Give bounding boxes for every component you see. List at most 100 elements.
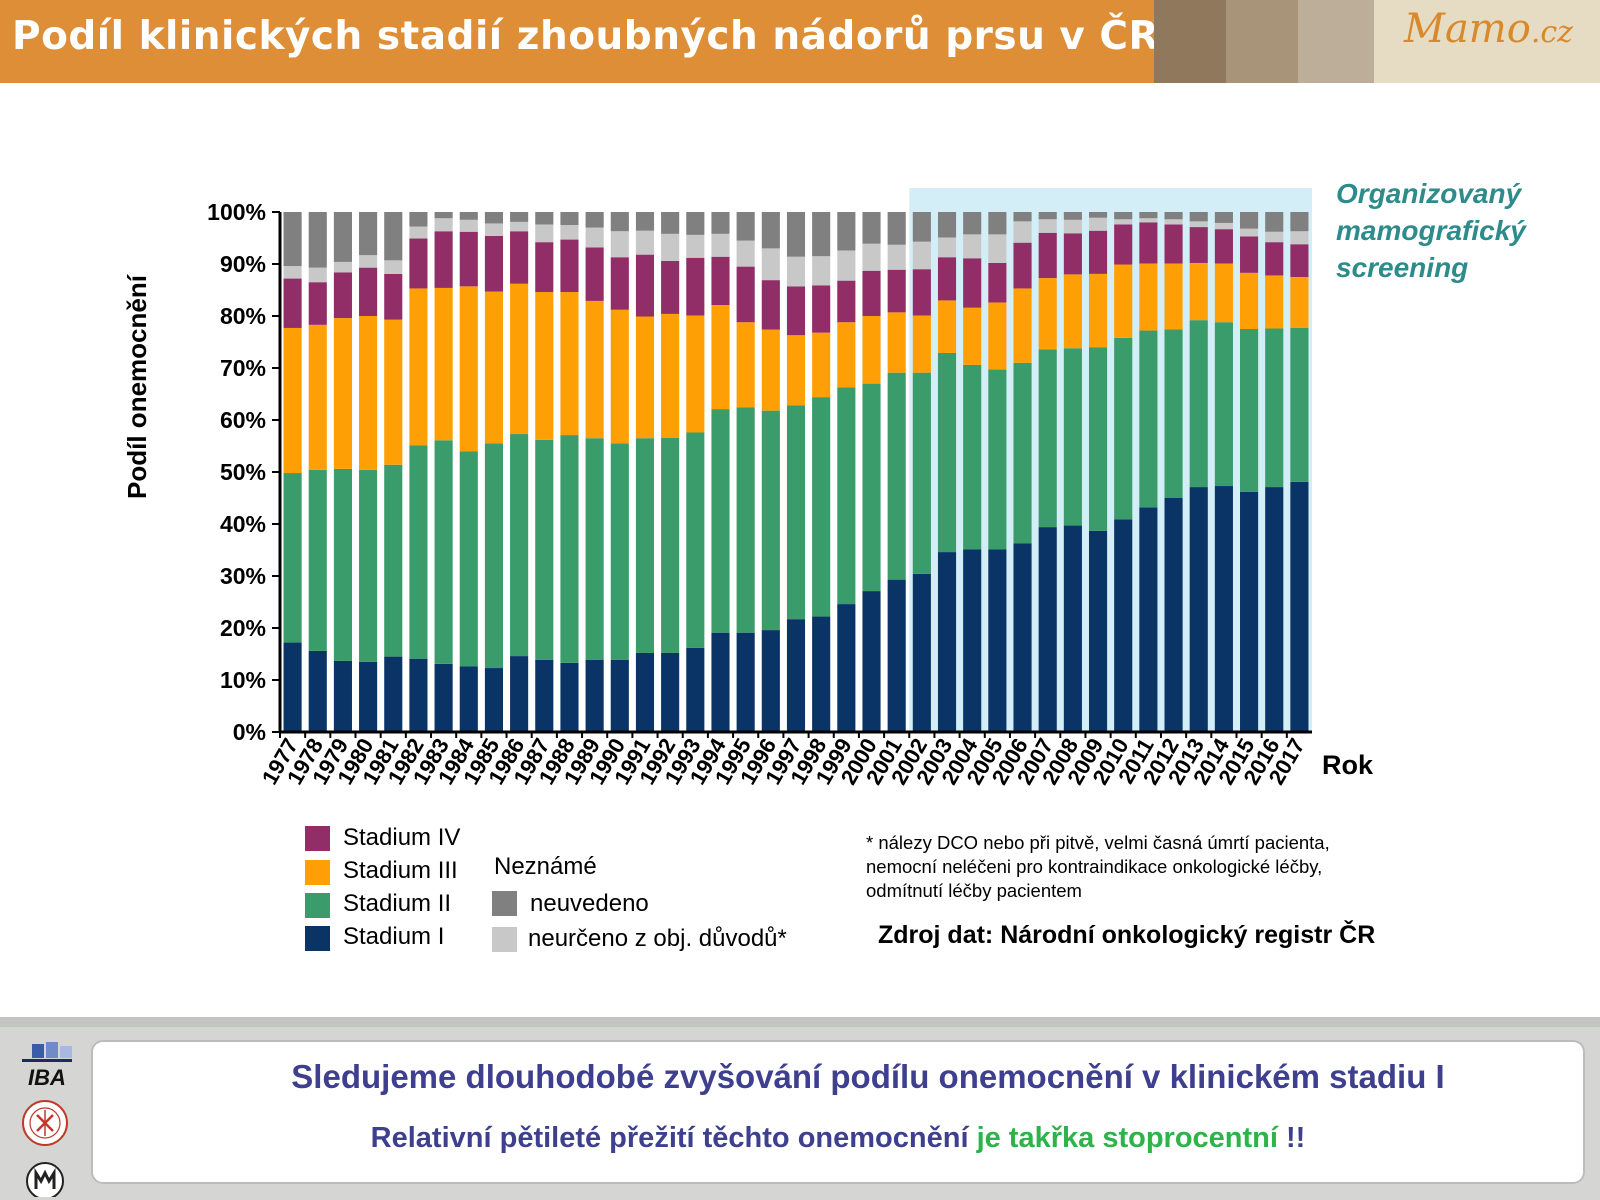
bar-segment [686,315,705,433]
bar-segment [484,223,504,236]
legend-swatch-stadium-ii [305,893,330,918]
bar-segment [585,300,604,439]
bar-segment [1139,218,1158,223]
university-seal-icon [26,1162,64,1197]
bar-segment [1038,278,1057,350]
bar-segment [1240,491,1259,732]
bar-segment [333,212,352,262]
bar-segment [736,266,755,323]
bar-segment [711,256,730,306]
bar-segment [837,387,856,605]
bar-segment [1114,219,1133,225]
y-tick-label: 70% [220,355,266,381]
bar-segment [711,212,730,234]
bar-segment [1164,219,1183,225]
bar-segment [761,329,780,411]
bar-segment [837,212,856,251]
bar-segment [1265,275,1284,329]
bar-segment [1265,328,1284,488]
bar-segment [484,291,504,444]
bar-segment [862,591,881,732]
bar-segment [937,300,957,353]
legend-swatch-stadium-iii [305,860,330,885]
legend-label-neuvedeno: neuvedeno [530,890,649,917]
bar-segment [1290,244,1309,277]
bar-segment [1114,337,1133,520]
legend-swatch-stadium-i [305,926,330,951]
bar-segment [912,241,931,270]
bar-segment [333,318,352,469]
bar-segment [459,219,478,232]
bar-segment [459,286,478,452]
bar-segment [434,212,453,219]
bar-segment [937,352,957,553]
bar-segment [635,652,655,732]
bar-segment [1013,212,1032,222]
bar-segment [812,397,831,617]
screening-label-line: mamografický [1336,215,1526,246]
legend-swatch-stadium-iv [305,826,330,851]
legend-label-stadium-ii: Stadium II [343,890,452,917]
bar-segment [963,307,982,365]
bar-segment [510,221,529,232]
bar-segment [1265,231,1284,243]
bar-segment [610,659,629,732]
bar-segment [711,233,730,257]
mamo-logo[interactable]: Mamo.cz [1374,0,1600,83]
bar-segment [510,434,529,657]
bar-segment [510,283,529,435]
bar-segment [786,405,806,620]
bar-segment [963,212,982,235]
bar-segment [409,445,428,659]
bar-segment [459,231,478,287]
screening-label: Organizovaný mamografický screening [1336,175,1526,286]
conclusion-box: Sledujeme dlouhodobé zvyšování podílu on… [91,1040,1585,1184]
bar-segment [862,212,881,244]
bar-segment [1240,212,1259,229]
iba-logo[interactable]: IBA [18,1040,76,1090]
bar-segment [1214,212,1233,223]
bar-segment [887,372,906,580]
bar-segment [384,260,403,274]
bar-segment [1088,273,1108,348]
bar-segment [912,269,931,316]
bar-segment [610,309,629,444]
bar-segment [1114,264,1133,338]
x-axis-title: Rok [1322,750,1374,780]
bar-segment [434,218,453,232]
bar-segment [937,212,957,238]
bar-segment [560,435,579,663]
bar-segment [610,231,629,258]
bar-segment [610,257,629,310]
footnote: * nálezy DCO nebo při pitvě, velmi časná… [866,832,1330,901]
bar-segment [963,258,982,308]
bar-segment [384,464,403,657]
bar-segment [963,549,982,732]
bar-segment [1290,231,1309,245]
bar-segment [585,212,604,228]
bar-segment [1114,212,1133,220]
bar-segment [812,332,831,398]
bar-segment [409,226,428,239]
bar-segment [812,212,831,257]
bar-segment [484,668,504,732]
bar-segment [409,658,428,732]
bar-segment [333,660,352,732]
bar-segment [560,662,579,732]
bar-segment [560,212,579,225]
bar-segment [610,443,629,660]
bar-segment [283,642,302,732]
bar-segment [359,212,378,256]
y-tick-label: 60% [220,407,266,433]
bar-segment [585,227,604,248]
bar-segment [912,315,931,373]
bar-segment [1189,212,1208,222]
bar-segment [686,432,705,648]
bar-segment [1063,212,1082,220]
bar-segment [1139,263,1158,331]
bar-segment [1088,530,1108,732]
bar-segment [1088,217,1108,231]
bar-segment [359,661,378,732]
conclusion-line-2-end: !! [1277,1122,1306,1154]
bar-segment [1038,219,1057,233]
